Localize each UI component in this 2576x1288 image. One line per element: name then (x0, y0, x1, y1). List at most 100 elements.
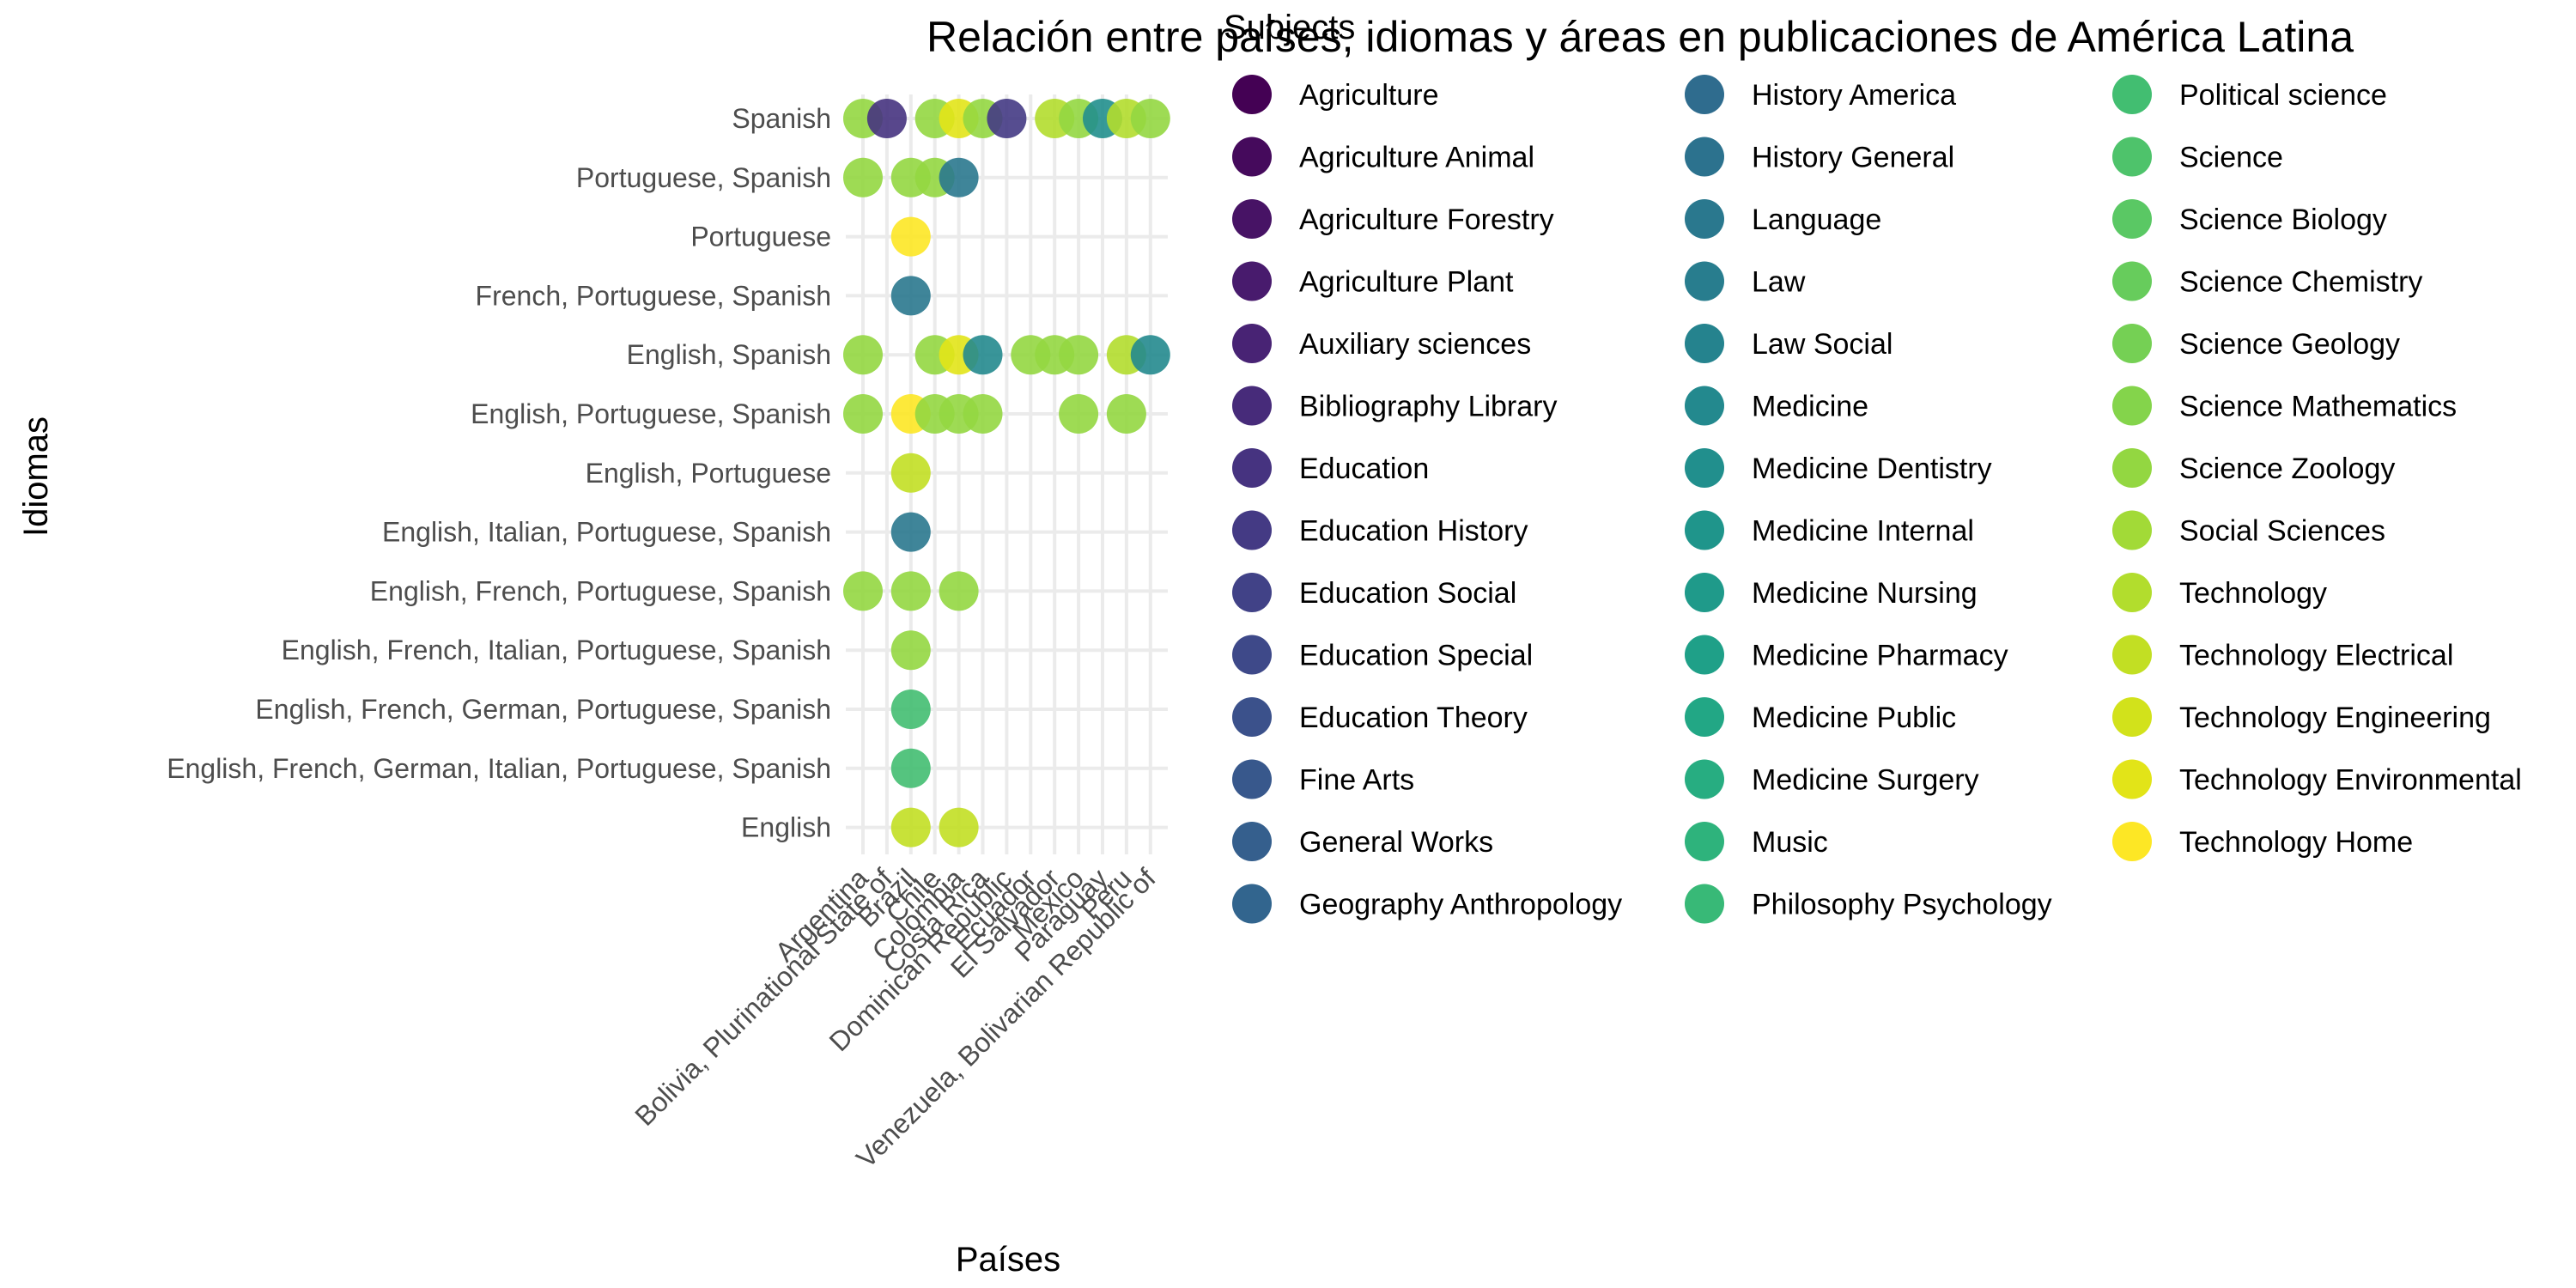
legend-label-history-general: History General (1752, 142, 1954, 174)
legend-key-medicine-public (1685, 697, 1724, 737)
legend-label-technology: Technology (2179, 577, 2327, 610)
point-dominican-republic-spanish (987, 99, 1027, 138)
point-venezuela-bolivarian-republic-of-english-spanish (1130, 335, 1170, 375)
legend-key-medicine-pharmacy (1685, 635, 1724, 675)
legend-label-medicine-dentistry: Medicine Dentistry (1752, 453, 1992, 485)
legend-label-agriculture-forestry: Agriculture Forestry (1299, 204, 1554, 236)
legend-key-general-works (1232, 822, 1272, 861)
legend-label-education-theory: Education Theory (1299, 702, 1528, 734)
legend-label-political-science: Political science (2179, 79, 2387, 112)
legend-key-technology-electrical (2112, 635, 2152, 675)
legend-key-medicine-internal (1685, 510, 1724, 550)
legend-label-agriculture-plant: Agriculture Plant (1299, 266, 1514, 299)
legend-key-history-america (1685, 75, 1724, 114)
legend-key-science-mathematics (2112, 386, 2152, 426)
legend-key-language (1685, 199, 1724, 239)
legend-key-bibliography-library (1232, 386, 1272, 426)
legend-key-agriculture-animal (1232, 137, 1272, 177)
y-tick-label-english-french-german-italian-portuguese-spanish: English, French, German, Italian, Portug… (167, 753, 831, 784)
legend-label-science-zoology: Science Zoology (2179, 453, 2395, 485)
legend-key-fine-arts (1232, 759, 1272, 799)
y-tick-label-english-spanish: English, Spanish (627, 339, 831, 370)
legend-key-agriculture-forestry (1232, 199, 1272, 239)
legend-label-medicine: Medicine (1752, 391, 1868, 423)
legend-key-medicine-nursing (1685, 573, 1724, 612)
legend-key-geography-anthropology (1232, 884, 1272, 924)
point-argentina-english-french-portuguese-spanish (843, 571, 883, 611)
legend-key-history-general (1685, 137, 1724, 177)
point-brazil-english (890, 807, 931, 848)
legend-key-technology-engineering (2112, 697, 2152, 737)
legend-label-science-biology: Science Biology (2179, 204, 2387, 236)
legend-label-science: Science (2179, 142, 2283, 174)
legend-key-science-geology (2112, 324, 2152, 363)
point-brazil-english-french-italian-portuguese-spanish (890, 630, 931, 671)
legend-label-science-geology: Science Geology (2179, 328, 2400, 361)
legend-label-law: Law (1752, 266, 1806, 299)
legend-key-auxiliary-sciences (1232, 324, 1272, 363)
point-mexico-english-spanish (1059, 335, 1099, 375)
legend-label-education-social: Education Social (1299, 577, 1516, 610)
point-peru-english-portuguese-spanish (1106, 394, 1146, 434)
point-mexico-english-portuguese-spanish (1059, 394, 1099, 434)
point-colombia-english (939, 807, 979, 848)
legend-label-education: Education (1299, 453, 1429, 485)
legend-key-education-special (1232, 635, 1272, 675)
point-argentina-english-spanish (843, 335, 883, 375)
point-colombia-english-french-portuguese-spanish (939, 571, 979, 611)
legend-key-education-history (1232, 510, 1272, 550)
y-tick-label-portuguese: Portuguese (690, 222, 831, 252)
point-costa-rica-english-portuguese-spanish (963, 394, 1003, 434)
legend-key-music (1685, 822, 1724, 861)
legend-key-science-biology (2112, 199, 2152, 239)
legend-key-technology-environmental (2112, 759, 2152, 799)
legend-label-medicine-internal: Medicine Internal (1752, 515, 1974, 548)
legend-label-agriculture: Agriculture (1299, 79, 1439, 112)
y-tick-label-english: English (741, 812, 831, 843)
legend-key-medicine (1685, 386, 1724, 426)
legend-label-agriculture-animal: Agriculture Animal (1299, 142, 1534, 174)
y-tick-label-english-french-german-portuguese-spanish: English, French, German, Portuguese, Spa… (255, 694, 831, 725)
legend-label-bibliography-library: Bibliography Library (1299, 391, 1558, 423)
legend-label-science-chemistry: Science Chemistry (2179, 266, 2422, 299)
point-brazil-english-french-portuguese-spanish (890, 571, 931, 611)
legend-label-medicine-nursing: Medicine Nursing (1752, 577, 1978, 610)
x-axis-title: Países (956, 1241, 1060, 1279)
legend-label-music: Music (1752, 826, 1828, 859)
chart-title: Relación entre países, idiomas y áreas e… (927, 13, 2354, 61)
legend-label-medicine-surgery: Medicine Surgery (1752, 764, 1979, 797)
legend-key-education-theory (1232, 697, 1272, 737)
legend-label-auxiliary-sciences: Auxiliary sciences (1299, 328, 1531, 361)
legend-key-agriculture (1232, 75, 1272, 114)
legend-key-philosophy-psychology (1685, 884, 1724, 924)
y-tick-label-english-french-italian-portuguese-spanish: English, French, Italian, Portuguese, Sp… (282, 635, 831, 665)
legend-key-technology-home (2112, 822, 2152, 861)
chart-points (843, 99, 1170, 848)
legend-key-education (1232, 448, 1272, 488)
legend-key-medicine-dentistry (1685, 448, 1724, 488)
legend-label-education-history: Education History (1299, 515, 1528, 548)
point-colombia-portuguese-spanish (939, 157, 979, 197)
legend-label-history-america: History America (1752, 79, 1956, 112)
legend-label-medicine-public: Medicine Public (1752, 702, 1956, 734)
point-brazil-portuguese (890, 216, 931, 257)
legend-key-science-chemistry (2112, 261, 2152, 301)
y-tick-label-english-portuguese: English, Portuguese (586, 458, 831, 489)
legend-title: Subjects (1224, 9, 1355, 46)
y-axis-title: Idiomas (17, 416, 55, 537)
legend-label-technology-home: Technology Home (2179, 826, 2413, 859)
legend-label-general-works: General Works (1299, 826, 1493, 859)
y-tick-label-french-portuguese-spanish: French, Portuguese, Spanish (476, 280, 831, 311)
legend-label-language: Language (1752, 204, 1881, 236)
legend-key-technology (2112, 573, 2152, 612)
point-argentina-portuguese-spanish (843, 157, 883, 197)
legend-label-medicine-pharmacy: Medicine Pharmacy (1752, 640, 2008, 672)
legend-label-fine-arts: Fine Arts (1299, 764, 1414, 797)
legend-key-science-zoology (2112, 448, 2152, 488)
point-brazil-english-italian-portuguese-spanish (890, 512, 931, 552)
y-tick-label-portuguese-spanish: Portuguese, Spanish (576, 162, 831, 193)
legend-label-technology-engineering: Technology Engineering (2179, 702, 2491, 734)
legend-key-social-sciences (2112, 510, 2152, 550)
legend-key-medicine-surgery (1685, 759, 1724, 799)
